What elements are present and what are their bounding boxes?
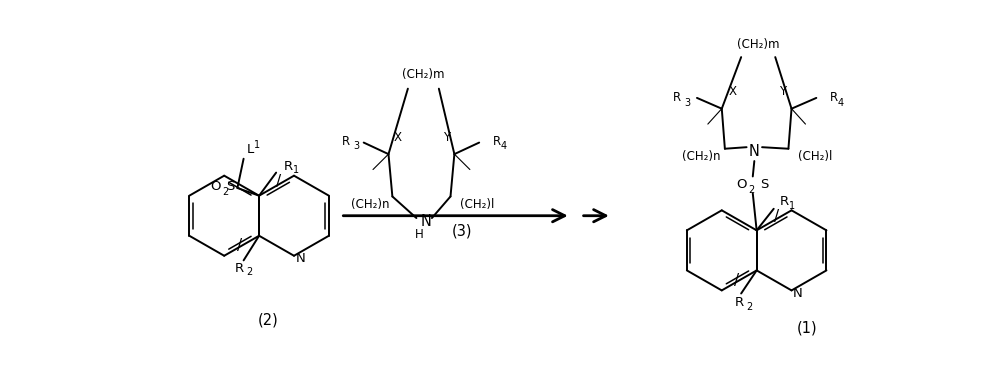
Text: (CH₂)m: (CH₂)m <box>737 37 779 51</box>
Text: 2: 2 <box>222 187 228 197</box>
Text: (CH₂)n: (CH₂)n <box>351 198 390 211</box>
Text: /: / <box>774 209 779 224</box>
Text: (CH₂)l: (CH₂)l <box>460 198 495 211</box>
Text: N: N <box>420 213 431 229</box>
Text: 2: 2 <box>748 185 754 195</box>
Text: R: R <box>235 262 244 274</box>
Text: Y: Y <box>779 85 786 98</box>
Text: R: R <box>342 135 350 147</box>
Text: X: X <box>394 131 402 144</box>
Text: 1: 1 <box>789 201 795 212</box>
Text: 3: 3 <box>353 141 359 151</box>
Text: S: S <box>226 180 234 193</box>
Text: (2): (2) <box>258 313 279 328</box>
Text: 1: 1 <box>254 140 261 150</box>
Text: R: R <box>284 160 293 173</box>
Text: R: R <box>830 91 838 104</box>
Text: (1): (1) <box>797 321 817 336</box>
Text: /: / <box>237 238 242 253</box>
Text: H: H <box>415 229 424 242</box>
Text: 2: 2 <box>247 267 253 277</box>
Text: O: O <box>210 180 220 193</box>
Text: (CH₂)m: (CH₂)m <box>402 68 445 81</box>
Text: N: N <box>749 144 760 159</box>
Text: L: L <box>247 143 254 156</box>
Text: /: / <box>276 174 281 190</box>
Text: (CH₂)l: (CH₂)l <box>798 150 833 163</box>
Text: R: R <box>780 195 789 208</box>
Text: N: N <box>295 252 305 265</box>
Text: 3: 3 <box>685 98 691 108</box>
Text: O: O <box>736 178 747 191</box>
Text: R: R <box>673 91 681 104</box>
Text: N: N <box>793 287 803 300</box>
Text: (3): (3) <box>452 223 472 239</box>
Text: R: R <box>493 135 501 147</box>
Text: (CH₂)n: (CH₂)n <box>682 150 721 163</box>
Text: S: S <box>761 178 769 191</box>
Text: X: X <box>729 85 737 98</box>
Text: /: / <box>734 273 739 288</box>
Text: R: R <box>735 296 744 309</box>
Text: 2: 2 <box>746 301 752 312</box>
Text: 4: 4 <box>838 98 844 108</box>
Text: 4: 4 <box>501 141 507 151</box>
Text: Y: Y <box>443 131 450 144</box>
Text: 1: 1 <box>293 165 299 175</box>
